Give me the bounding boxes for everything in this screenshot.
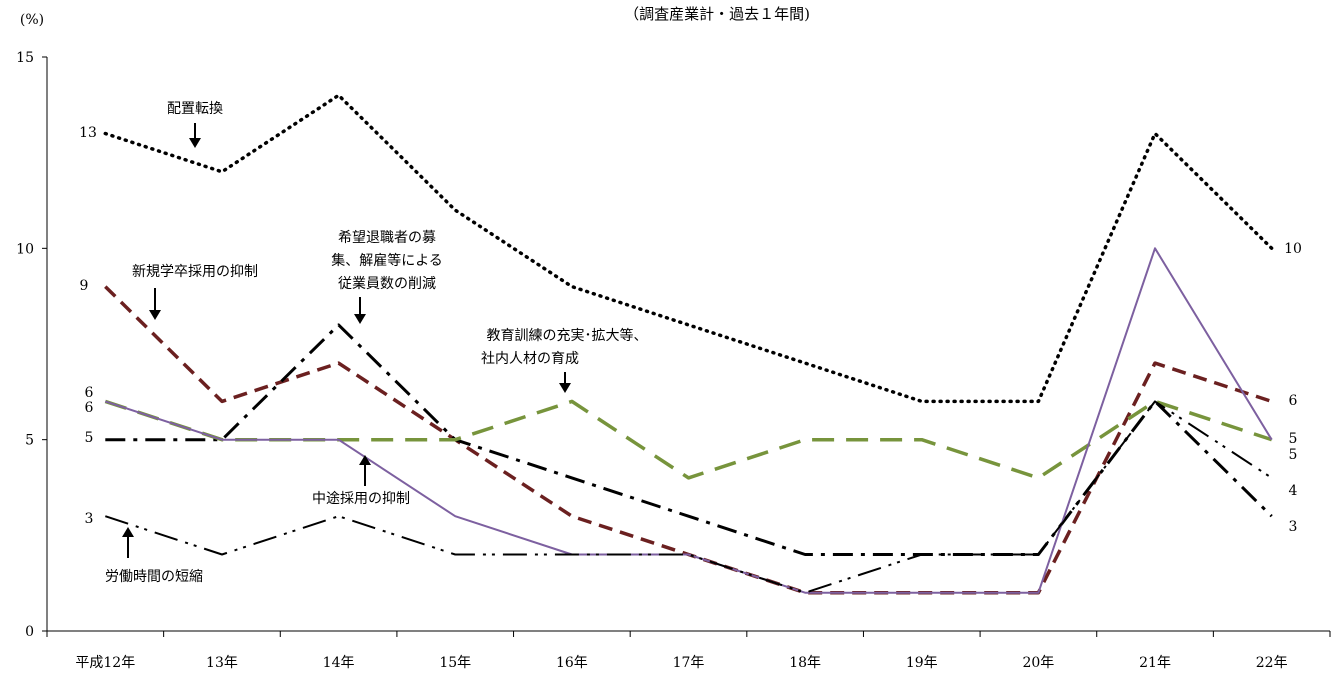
annotation-text: 労働時間の短縮 bbox=[105, 569, 203, 585]
annotation-text: 従業員数の削減 bbox=[338, 275, 436, 292]
series-0 bbox=[103, 93, 1274, 404]
x-tick-label: 22年 bbox=[1256, 655, 1288, 671]
x-tick-label: 20年 bbox=[1022, 655, 1054, 671]
series-end-label: 6 bbox=[1289, 393, 1298, 409]
annotation-arrow-head bbox=[149, 310, 161, 320]
annotation-text: 配置転換 bbox=[167, 101, 223, 117]
end-labels: 13 10 9 6 5 3 6 5 6 5 3 4 bbox=[79, 125, 1302, 535]
series-end-label: 3 bbox=[1289, 519, 1298, 535]
series-end-label: 5 bbox=[1289, 431, 1298, 447]
annotation-shinki-gakusotsu: 新規学卒採用の抑制 bbox=[132, 264, 258, 320]
annotation-text: 社内人材の育成 bbox=[481, 351, 579, 367]
annotation-arrow-head bbox=[559, 383, 571, 393]
series-line bbox=[104, 247, 1273, 594]
series-start-label: 6 bbox=[85, 400, 94, 416]
x-tick-label: 19年 bbox=[906, 655, 938, 671]
annotation-text: 希望退職者の募 bbox=[338, 230, 436, 246]
y-tick-label: 10 bbox=[16, 241, 34, 257]
series-line bbox=[103, 93, 1274, 404]
y-tick-label: 0 bbox=[25, 624, 34, 640]
annotation-text: 新規学卒採用の抑制 bbox=[132, 264, 258, 280]
annotation-kyouiku-kunren: 教育訓練の充実･拡大等、社内人材の育成 bbox=[481, 327, 648, 393]
series-start-label: 6 bbox=[85, 385, 94, 401]
annotation-text: 中途採用の抑制 bbox=[312, 490, 410, 507]
annotation-chuuto-saiyou: 中途採用の抑制 bbox=[312, 455, 410, 507]
annotation-arrow-head bbox=[122, 527, 134, 537]
series-end-label: 5 bbox=[1289, 447, 1298, 463]
x-tick-label: 14年 bbox=[323, 655, 355, 671]
series-end-label: 4 bbox=[1289, 483, 1298, 499]
series-start-label: 13 bbox=[79, 125, 97, 141]
x-tick-label: 18年 bbox=[789, 655, 821, 671]
axes: 0 5 10 15 平成12年 13年 14年 15年 16年 17年 18年 19年 20年 21年 22… bbox=[16, 50, 1331, 671]
annotation-arrow-head bbox=[359, 455, 371, 465]
x-tick-label: 平成12年 bbox=[75, 655, 135, 671]
series-5 bbox=[104, 400, 1273, 594]
x-tick-label: 21年 bbox=[1139, 655, 1171, 671]
annotation-haichi-tenkan: 配置転換 bbox=[167, 101, 223, 148]
series-line bbox=[104, 399, 1273, 480]
annotation-arrow-head bbox=[354, 314, 366, 324]
x-tick-label: 13年 bbox=[206, 655, 238, 671]
series-end-label: 10 bbox=[1284, 241, 1302, 257]
annotation-text: 集、解雇等による bbox=[331, 252, 443, 269]
annotation-arrow-head bbox=[189, 138, 201, 148]
series-line bbox=[104, 400, 1273, 594]
chart-subtitle: （調査産業計・過去１年間) bbox=[624, 5, 810, 23]
x-tick-label: 16年 bbox=[556, 655, 588, 671]
x-tick-label: 17年 bbox=[673, 655, 705, 671]
series-start-label: 3 bbox=[85, 511, 94, 527]
series-start-label: 5 bbox=[85, 430, 94, 446]
annotations: 配置転換新規学卒採用の抑制希望退職者の募集、解雇等による従業員数の削減教育訓練の… bbox=[105, 101, 648, 585]
series-start-label: 9 bbox=[80, 278, 89, 294]
x-tick-label: 15年 bbox=[439, 655, 471, 671]
y-axis-label: (%) bbox=[20, 12, 44, 28]
series-layer bbox=[103, 93, 1274, 595]
y-tick-label: 15 bbox=[16, 50, 34, 66]
annotation-text: 教育訓練の充実･拡大等、 bbox=[487, 327, 648, 344]
y-tick-label: 5 bbox=[25, 433, 34, 449]
series-4 bbox=[104, 247, 1273, 594]
annotation-roudou-jikan: 労働時間の短縮 bbox=[105, 527, 203, 585]
